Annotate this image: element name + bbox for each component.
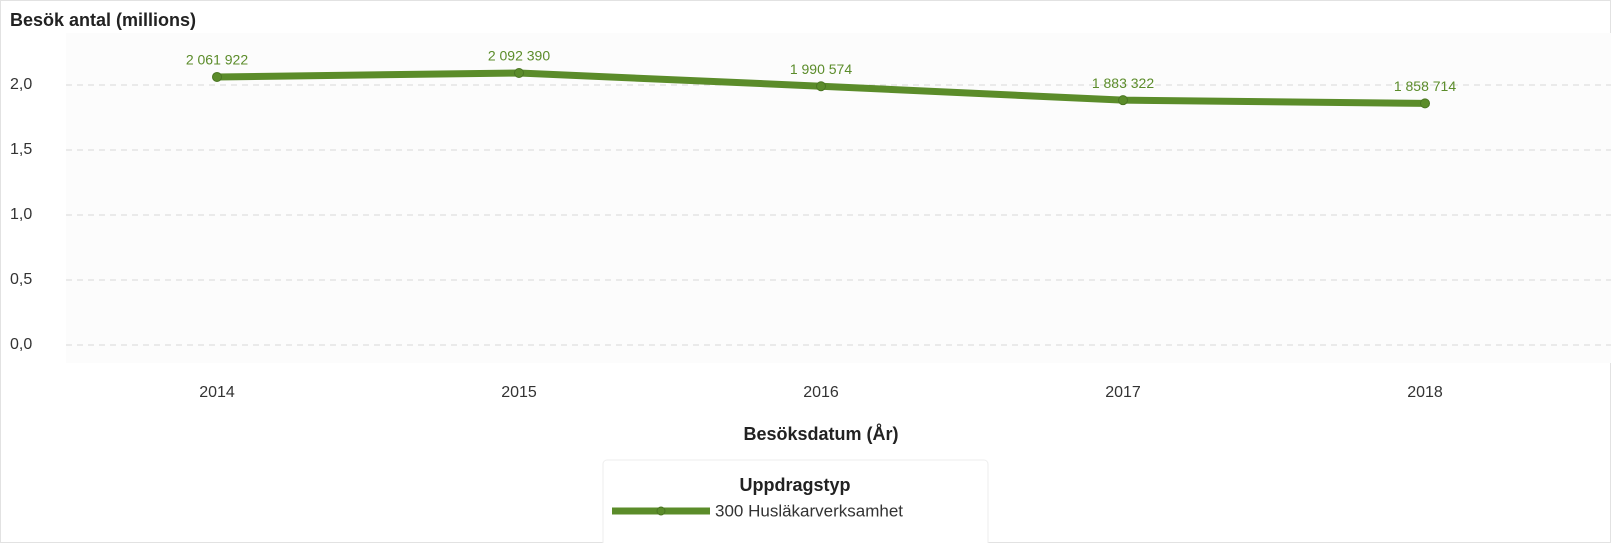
y-tick-label: 0,0 [10, 336, 32, 353]
chart-title: Besök antal (millions) [10, 10, 196, 30]
legend-box [602, 459, 989, 543]
data-label: 2 092 390 [488, 48, 550, 64]
plot-area [66, 33, 1611, 363]
x-tick-label: 2015 [501, 384, 537, 401]
data-point [514, 67, 524, 78]
legend-label: 300 Husläkarverksamhet [715, 501, 903, 520]
data-label: 1 858 714 [1394, 78, 1456, 94]
data-point [212, 71, 222, 82]
y-tick-label: 0,5 [10, 271, 32, 288]
data-label: 1 990 574 [790, 61, 852, 77]
y-tick-label: 2,0 [10, 76, 32, 93]
y-tick-label: 1,5 [10, 141, 32, 158]
x-tick-label: 2018 [1407, 384, 1443, 401]
data-point [1420, 98, 1430, 109]
x-axis-title: Besöksdatum (År) [743, 424, 898, 444]
y-tick-label: 1,0 [10, 206, 32, 223]
data-label: 2 061 922 [186, 52, 248, 68]
x-tick-label: 2016 [803, 384, 839, 401]
x-tick-label: 2014 [199, 384, 235, 401]
legend-marker [656, 506, 666, 516]
x-tick-label: 2017 [1105, 384, 1141, 401]
data-point [1118, 95, 1128, 106]
data-point [816, 81, 826, 92]
data-label: 1 883 322 [1092, 75, 1154, 91]
legend-title: Uppdragstyp [739, 475, 850, 495]
